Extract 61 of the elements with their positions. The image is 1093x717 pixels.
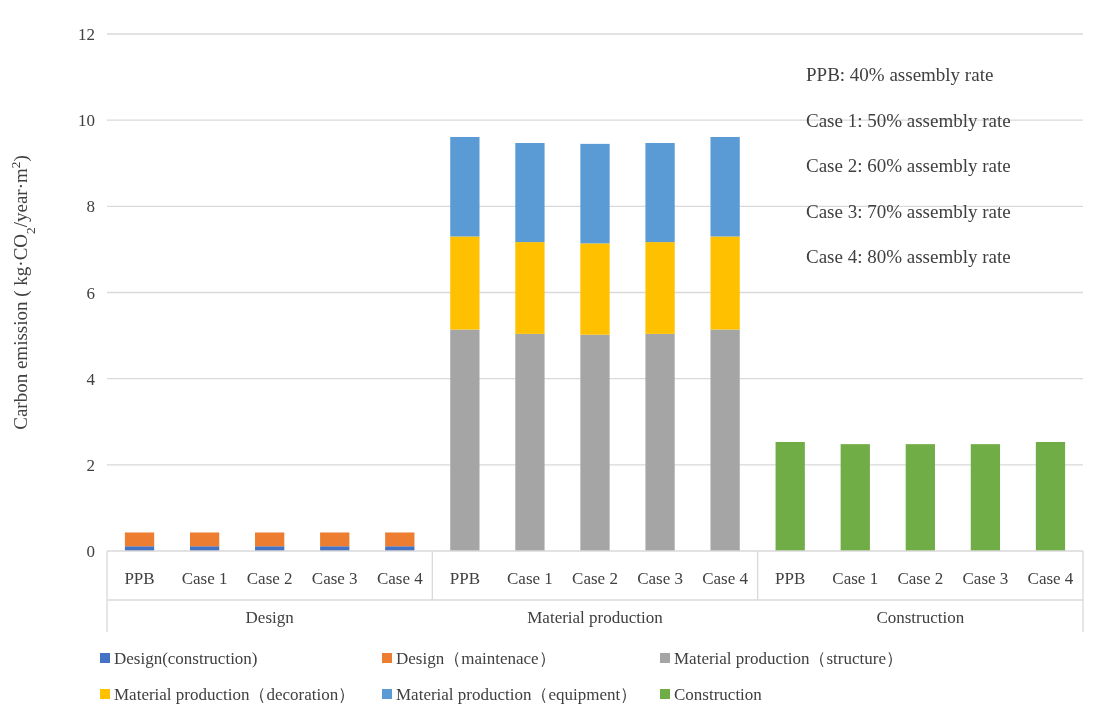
annotation: Case 2: 60% assembly rate xyxy=(806,155,1011,176)
y-tick-label: 0 xyxy=(86,542,95,561)
x-tick-label: Case 1 xyxy=(507,569,553,588)
y-tick-label: 6 xyxy=(86,283,95,303)
x-tick-label: Case 4 xyxy=(376,569,424,588)
x-tick-label: Case 3 xyxy=(637,569,683,588)
text: Material production xyxy=(527,608,664,627)
x-tick-label: Case 2 xyxy=(572,569,618,588)
x-tick-label: Case 2 xyxy=(897,569,944,588)
bar xyxy=(1035,442,1066,551)
bar xyxy=(775,442,805,551)
x-tick-label: Case 3 xyxy=(962,569,1009,588)
annotation: Case 3: 70% assembly rate xyxy=(806,200,1011,222)
y-tick-label: 10 xyxy=(78,111,95,131)
bar xyxy=(124,532,155,547)
bar xyxy=(645,143,675,243)
legend-label: Material production（structure） xyxy=(674,649,903,668)
x-tick-label: PPB xyxy=(775,569,806,588)
bar xyxy=(385,532,415,547)
legend-label: Construction xyxy=(674,685,763,704)
x-tick-label: Case 1 xyxy=(181,569,228,588)
y-tick-label: 4 xyxy=(86,369,96,389)
bar xyxy=(189,532,220,547)
bar xyxy=(710,236,740,330)
text: Design xyxy=(245,608,295,627)
y-tick-label: 12 xyxy=(78,25,95,44)
legend-label: Design(construction) xyxy=(114,649,258,668)
annotation: Case 1: 50% assembly rate xyxy=(806,109,1011,131)
bar xyxy=(450,329,480,551)
x-tick-label: PPB xyxy=(124,569,155,588)
legend-label: Material production（equipment） xyxy=(396,685,638,704)
bar xyxy=(580,243,610,335)
bar xyxy=(710,329,740,551)
bar xyxy=(255,532,285,547)
legend-label: Design（maintenace） xyxy=(396,649,556,668)
x-tick-label: Case 3 xyxy=(311,569,358,588)
y-tick-label: 2 xyxy=(86,455,95,475)
bar xyxy=(905,444,935,551)
annotation: Case 4: 80% assembly rate xyxy=(806,246,1011,267)
legend-label: Material production（decoration） xyxy=(114,685,356,704)
x-tick-label: Case 1 xyxy=(832,569,879,588)
bar xyxy=(970,444,1001,551)
bar xyxy=(710,136,740,237)
annotation: PPB: 40% assembly rate xyxy=(806,64,994,85)
bar xyxy=(515,143,545,243)
x-tick-label: Case 4 xyxy=(702,569,749,588)
y-tick-label: 8 xyxy=(86,197,95,217)
x-tick-label: Case 2 xyxy=(246,569,293,588)
bar xyxy=(580,143,610,244)
bar xyxy=(320,532,350,547)
bar xyxy=(580,334,610,551)
x-tick-label: PPB xyxy=(449,569,480,588)
bar xyxy=(645,333,675,551)
bar xyxy=(515,242,545,334)
bar xyxy=(450,136,480,237)
bar xyxy=(645,242,675,334)
x-tick-label: Case 4 xyxy=(1027,569,1074,588)
bar xyxy=(515,333,545,551)
text: Construction xyxy=(876,608,965,627)
bar xyxy=(450,236,480,330)
bar xyxy=(840,444,870,551)
